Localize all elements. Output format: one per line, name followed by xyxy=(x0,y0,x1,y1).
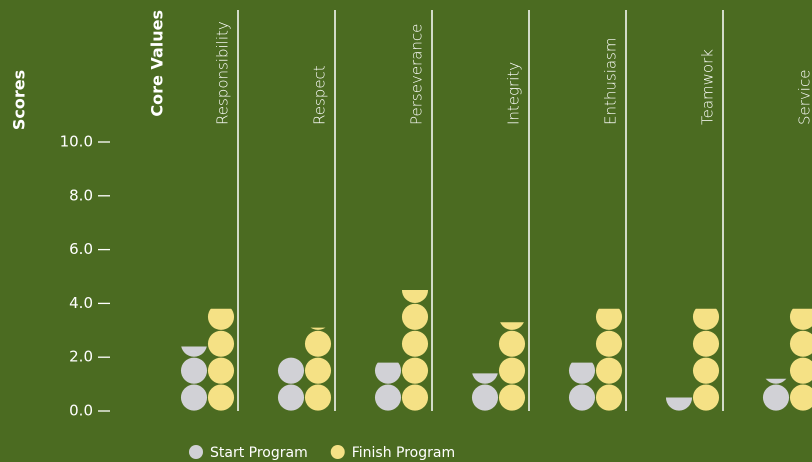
y-tick-label: 10.0 xyxy=(60,133,93,151)
pictogram-stack xyxy=(789,308,812,411)
legend-label: Finish Program xyxy=(352,445,455,461)
pictogram-stack xyxy=(762,378,790,411)
pictogram-stack xyxy=(277,357,305,411)
y-axis-title: Scores xyxy=(10,70,29,130)
pictogram-stack xyxy=(401,289,429,411)
y-tick-label: 0.0 xyxy=(69,402,93,420)
x-tick-label: Perseverance xyxy=(408,24,426,125)
pictogram-stack xyxy=(665,397,693,411)
pictogram-stack xyxy=(207,308,235,411)
x-tick-label: Integrity xyxy=(505,62,523,125)
x-tick-label: Teamwork xyxy=(699,49,717,125)
pictogram-stack xyxy=(568,362,596,411)
y-tick-label: 6.0 xyxy=(69,240,93,258)
y-tick-label: 4.0 xyxy=(69,294,93,312)
pictogram-stack xyxy=(498,322,526,411)
pictogram-stack xyxy=(180,346,208,411)
x-tick-label: Responsibility xyxy=(214,21,232,125)
legend-swatch xyxy=(189,445,203,459)
x-tick-label: Respect xyxy=(311,65,329,125)
legend-label: Start Program xyxy=(210,445,308,461)
pictogram-stack xyxy=(471,373,499,411)
pictogram-stack xyxy=(692,308,720,411)
pictogram-stack xyxy=(304,327,332,411)
pictogram-stack xyxy=(595,308,623,411)
x-tick-label: Enthusiasm xyxy=(602,38,620,125)
pictogram-stack xyxy=(374,362,402,411)
y-tick-label: 8.0 xyxy=(69,186,93,204)
x-axis-title: Core Values xyxy=(148,10,167,117)
x-tick-label: Service xyxy=(796,70,812,125)
legend-swatch xyxy=(330,445,345,459)
y-tick-label: 2.0 xyxy=(69,348,93,366)
